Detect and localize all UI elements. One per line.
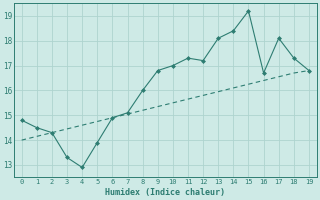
X-axis label: Humidex (Indice chaleur): Humidex (Indice chaleur) [105,188,225,197]
